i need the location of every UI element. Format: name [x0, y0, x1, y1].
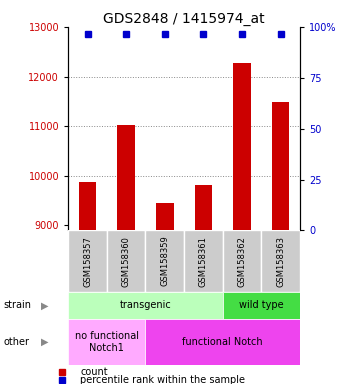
Text: transgenic: transgenic [120, 300, 172, 310]
Bar [68, 292, 223, 319]
Bar [68, 230, 107, 292]
Bar [146, 319, 300, 365]
Text: percentile rank within the sample: percentile rank within the sample [80, 375, 246, 384]
Bar [117, 125, 135, 230]
Bar [68, 319, 146, 365]
Bar [195, 185, 212, 230]
Text: other: other [3, 337, 29, 347]
Bar [233, 63, 251, 230]
Text: count: count [80, 367, 108, 377]
Text: no functional
Notch1: no functional Notch1 [75, 331, 139, 353]
Bar [272, 102, 290, 230]
Text: GSM158361: GSM158361 [199, 236, 208, 286]
Text: functional Notch: functional Notch [182, 337, 263, 347]
Text: ▶: ▶ [41, 337, 48, 347]
Text: ▶: ▶ [41, 300, 48, 310]
Bar [156, 203, 174, 230]
Bar [146, 230, 184, 292]
Bar [107, 230, 146, 292]
Bar [223, 292, 300, 319]
Text: GSM158363: GSM158363 [276, 236, 285, 286]
Bar [223, 230, 262, 292]
Text: strain: strain [3, 300, 31, 310]
Text: GSM158360: GSM158360 [122, 236, 131, 286]
Text: GSM158362: GSM158362 [238, 236, 247, 286]
Text: GSM158357: GSM158357 [83, 236, 92, 286]
Title: GDS2848 / 1415974_at: GDS2848 / 1415974_at [103, 12, 265, 26]
Text: wild type: wild type [239, 300, 284, 310]
Bar [79, 182, 96, 230]
Bar [184, 230, 223, 292]
Text: GSM158359: GSM158359 [160, 236, 169, 286]
Bar [262, 230, 300, 292]
